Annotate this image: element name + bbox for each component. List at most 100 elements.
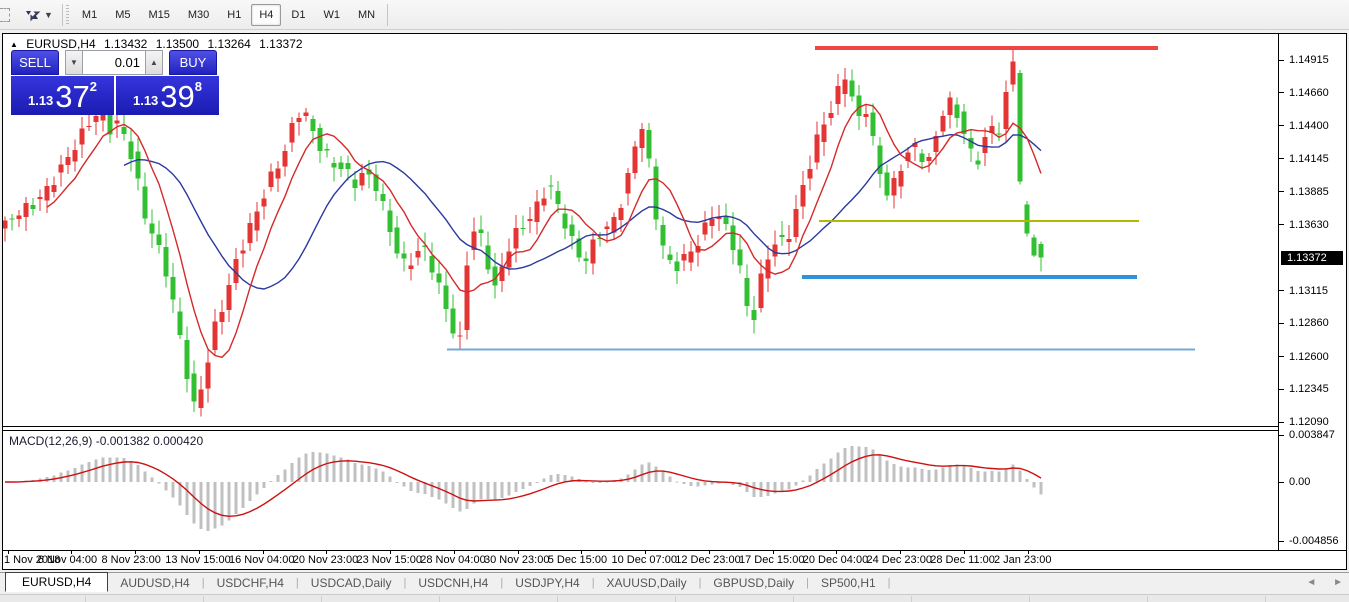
resistance-line[interactable] — [815, 45, 1158, 50]
timeframe-button-m1[interactable]: M1 — [81, 8, 98, 21]
timeframe-button-m5[interactable]: M5 — [115, 8, 131, 21]
macd-indicator-label: MACD(12,26,9) -0.001382 0.000420 — [9, 434, 204, 448]
price-tick — [1279, 224, 1284, 225]
timeframe-button-w1[interactable]: W1 — [323, 8, 340, 21]
price-tick — [1279, 389, 1284, 390]
price-tick — [1279, 323, 1284, 324]
timeframe-button-m15[interactable]: M15 — [148, 8, 170, 21]
time-tick — [390, 550, 391, 554]
tab-sp500-h1[interactable]: SP500,H1 — [820, 576, 876, 590]
price-axis-label: 1.12090 — [1289, 416, 1329, 428]
tab-divider: | — [698, 577, 702, 589]
collapse-triangle-icon[interactable]: ▲ — [10, 40, 18, 49]
time-axis-label: 12 Dec 23:00 — [675, 554, 741, 566]
price-axis-label: 1.13630 — [1289, 218, 1329, 231]
sell-button[interactable]: SELL — [11, 50, 59, 75]
buy-price-pips: 39 — [160, 79, 195, 114]
tab-usdjpy-h4[interactable]: USDJPY,H4 — [515, 576, 580, 590]
time-axis-label: 13 Nov 15:00 — [165, 554, 231, 566]
tab-usdcnh-h4[interactable]: USDCNH,H4 — [418, 576, 489, 590]
timeframe-button-h4[interactable]: H4 — [251, 3, 282, 26]
time-axis-label: 8 Nov 23:00 — [101, 554, 161, 566]
time-tick — [454, 550, 455, 554]
tab-divider: | — [887, 577, 891, 589]
strip-divider — [85, 596, 86, 602]
timeframe-button-m30[interactable]: M30 — [187, 8, 210, 21]
tab-divider: | — [295, 577, 299, 589]
strip-divider — [793, 596, 794, 602]
strip-divider — [1029, 596, 1030, 602]
timeframe-button-h1[interactable]: H1 — [227, 8, 242, 21]
one-click-trading-panel: SELL ▼ ▲ BUY 1.13 37 2 1.13 39 8 — [11, 50, 225, 115]
tab-audusd-h4[interactable]: AUDUSD,H4 — [120, 576, 190, 590]
toolbar: ▼ M1 M5 M15 M30 H1 H4 D1 W1 MN — [0, 0, 1349, 30]
price-axis-label: 1.12345 — [1289, 383, 1329, 396]
tab-divider: | — [201, 577, 205, 589]
time-axis-label: 1 Nov 2018 — [4, 554, 61, 566]
time-axis-label: 23 Nov 15:00 — [356, 554, 422, 566]
price-axis-label: 1.13885 — [1289, 185, 1329, 198]
time-tick — [199, 550, 200, 554]
price-axis-label: 1.12600 — [1289, 350, 1329, 363]
lower-support-line[interactable] — [447, 348, 1195, 351]
candlestick-chart-plot[interactable] — [3, 34, 1278, 428]
timeframe-group: M1 M5 M15 M30 H1 H4 D1 W1 MN — [73, 3, 384, 26]
title-close: 1.13372 — [259, 37, 303, 51]
time-tick — [263, 550, 264, 554]
price-tick — [1279, 290, 1284, 291]
tab-eurusd-h4[interactable]: EURUSD,H4 — [5, 572, 109, 592]
price-tick — [1279, 92, 1284, 93]
tab-usdcad-daily[interactable]: USDCAD,Daily — [310, 576, 392, 590]
sell-price-pips: 37 — [55, 79, 90, 114]
title-high: 1.13500 — [155, 37, 200, 51]
time-axis-label: 24 Dec 23:00 — [866, 554, 932, 566]
clipped-toolbar-icon[interactable] — [0, 7, 10, 22]
yellow-level-line[interactable] — [819, 219, 1139, 222]
time-tick — [135, 550, 136, 554]
time-axis-label: 16 Nov 04:00 — [229, 554, 295, 566]
price-tick — [1279, 158, 1284, 159]
tab-scroll-left-icon[interactable]: ◄ — [1306, 577, 1317, 588]
pane-separator[interactable] — [3, 426, 1346, 431]
chevron-down-icon[interactable]: ▼ — [44, 9, 53, 20]
volume-input[interactable] — [83, 50, 145, 75]
toolbar-grip[interactable] — [65, 4, 69, 25]
chart-title: ▲ EURUSD,H4 1.13432 1.13500 1.13264 1.13… — [10, 37, 308, 51]
support-line[interactable] — [802, 275, 1137, 280]
price-axis-label: 1.14400 — [1289, 119, 1329, 132]
timeframe-button-mn[interactable]: MN — [357, 8, 376, 21]
time-axis-border — [3, 550, 1346, 551]
time-axis-label: 30 Nov 23:00 — [484, 554, 550, 566]
sell-price-point: 2 — [89, 79, 98, 94]
tab-usdchf-h4[interactable]: USDCHF,H4 — [216, 576, 284, 590]
tab-xauusd-daily[interactable]: XAUUSD,Daily — [606, 576, 687, 590]
macd-indicator-plot[interactable] — [3, 431, 1278, 550]
tab-scroll-right-icon[interactable]: ► — [1333, 577, 1343, 588]
toolbar-separator — [387, 3, 389, 26]
timeframe-button-d1[interactable]: D1 — [291, 8, 306, 21]
time-tick — [8, 550, 9, 554]
time-axis[interactable]: 1 Nov 2018 6 Nov 04:00 8 Nov 23:00 13 Nov 1… — [3, 550, 1346, 569]
buy-button[interactable]: BUY — [169, 50, 217, 75]
strip-divider — [911, 596, 912, 602]
tab-gbpusd-daily[interactable]: GBPUSD,Daily — [713, 576, 795, 590]
buy-price-figure: 1.13 — [132, 93, 159, 108]
tab-divider: | — [806, 577, 809, 589]
time-axis-label: 28 Nov 04:00 — [420, 554, 486, 566]
macd-scale-tick — [1279, 482, 1284, 483]
buy-price-panel[interactable]: 1.13 39 8 — [116, 76, 219, 115]
volume-increase-button[interactable]: ▲ — [145, 50, 163, 75]
time-axis-label: 20 Nov 23:00 — [292, 554, 359, 566]
strip-divider — [203, 596, 204, 602]
tab-divider: | — [403, 577, 407, 589]
time-tick — [1028, 550, 1029, 554]
time-tick — [900, 550, 901, 554]
price-axis-label: 1.14145 — [1289, 152, 1329, 165]
volume-decrease-button[interactable]: ▼ — [65, 50, 83, 75]
sell-price-panel[interactable]: 1.13 37 2 — [11, 76, 114, 115]
time-axis-label: 28 Dec 11:00 — [930, 554, 995, 566]
tab-divider: | — [500, 577, 504, 589]
price-scale[interactable]: 1.14915 1.14660 1.14400 1.14145 1.13885 1.136… — [1279, 34, 1346, 550]
tile-windows-icon[interactable] — [24, 7, 42, 23]
buy-price-point: 8 — [194, 79, 203, 94]
